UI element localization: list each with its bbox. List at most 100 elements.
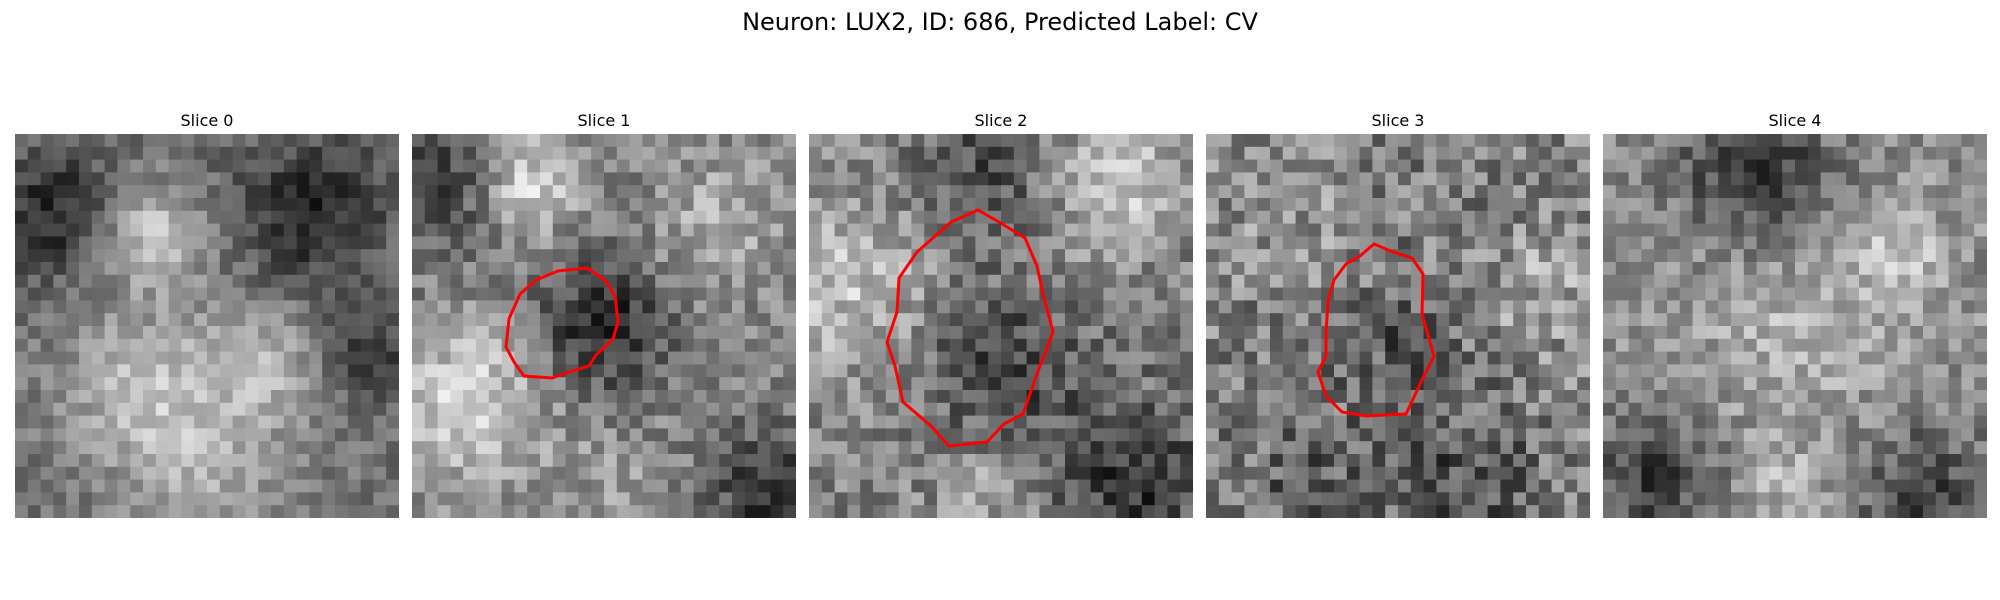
pixel [681,160,694,173]
pixel [975,377,988,390]
pixel [463,377,476,390]
pixel [156,326,169,339]
pixel [1821,275,1834,288]
pixel [1897,249,1910,262]
pixel [335,172,348,185]
pixel [258,134,271,147]
pixel [335,403,348,416]
pixel [1641,185,1654,198]
pixel [617,185,630,198]
pixel [1667,441,1680,454]
pixel [1219,364,1232,377]
pixel [1244,224,1257,237]
pixel [1475,185,1488,198]
pixel [719,339,732,352]
pixel [1808,147,1821,160]
pixel [1372,313,1385,326]
pixel [130,198,143,211]
pixel [1603,185,1616,198]
pixel [1475,467,1488,480]
pixel [835,185,848,198]
pixel [335,480,348,493]
pixel [28,147,41,160]
pixel [1001,428,1014,441]
pixel [527,249,540,262]
pixel [117,403,130,416]
pixel [1757,467,1770,480]
pixel [1846,300,1859,313]
pixel [732,147,745,160]
pixel [53,364,66,377]
pixel [1795,300,1808,313]
pixel [1603,352,1616,365]
pixel [1846,224,1859,237]
pixel [1475,160,1488,173]
pixel [847,454,860,467]
pixel [1897,505,1910,518]
pixel [1065,300,1078,313]
pixel [1270,326,1283,339]
pixel [1513,275,1526,288]
pixel [373,160,386,173]
pixel [489,275,502,288]
pixel [1500,326,1513,339]
pixel [1449,211,1462,224]
pixel [1283,339,1296,352]
pixel [1859,313,1872,326]
pixel [835,313,848,326]
pixel [1078,236,1091,249]
pixel [181,211,194,224]
pixel [156,390,169,403]
pixel [1462,403,1475,416]
pixel [873,339,886,352]
pixel [617,300,630,313]
pixel [335,134,348,147]
pixel [1846,288,1859,301]
pixel [1180,390,1193,403]
pixel [207,467,220,480]
pixel [1705,326,1718,339]
pixel [732,262,745,275]
pixel [284,454,297,467]
pixel [1270,428,1283,441]
pixel [92,211,105,224]
pixel [438,441,451,454]
pixel [1872,185,1885,198]
pixel [271,275,284,288]
pixel [1167,480,1180,493]
pixel [373,492,386,505]
pixel [41,147,54,160]
pixel [1244,339,1257,352]
pixel [1910,249,1923,262]
pixel [1129,198,1142,211]
pixel [1462,480,1475,493]
pixel [1052,492,1065,505]
pixel [1846,492,1859,505]
pixel [1821,160,1834,173]
pixel [28,339,41,352]
pixel [1244,377,1257,390]
pixel [860,352,873,365]
pixel [783,134,796,147]
pixel [1116,275,1129,288]
pixel [1436,352,1449,365]
pixel [706,300,719,313]
pixel [386,236,399,249]
pixel [1526,313,1539,326]
pixel [527,505,540,518]
pixel [1039,441,1052,454]
pixel [899,300,912,313]
pixel [1398,198,1411,211]
pixel [1103,288,1116,301]
pixel [28,211,41,224]
pixel [1270,172,1283,185]
pixel [860,403,873,416]
pixel [502,454,515,467]
pixel [1129,262,1142,275]
pixel [681,352,694,365]
pixel [694,492,707,505]
pixel [1872,480,1885,493]
pixel [1155,480,1168,493]
pixel [463,160,476,173]
pixel [1475,364,1488,377]
